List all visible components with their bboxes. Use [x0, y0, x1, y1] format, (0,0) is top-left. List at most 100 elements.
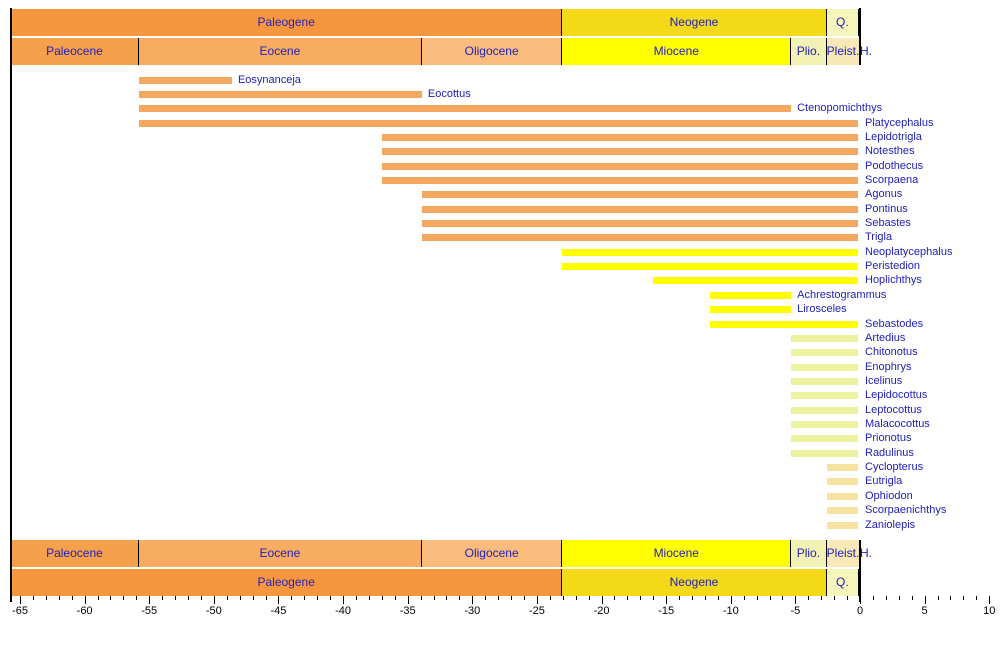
- taxon-label-platycephalus: Platycephalus: [865, 116, 934, 129]
- taxon-label-trigla: Trigla: [865, 231, 893, 244]
- taxon-label-eocottus: Eocottus: [427, 87, 471, 100]
- axis-minor-tick: [291, 596, 293, 600]
- axis-minor-tick: [743, 596, 745, 600]
- epoch-bottom-cell-plio: Plio.: [791, 540, 827, 567]
- taxon-label-zaniolepis: Zaniolepis: [865, 518, 916, 531]
- period-top-cell-neogene: Neogene: [562, 9, 827, 36]
- taxon-range-bar-hoplichthys: [653, 277, 858, 285]
- axis-minor-tick: [420, 596, 422, 600]
- taxon-range-bar-lepidocottus: [791, 392, 858, 400]
- axis-minor-tick: [834, 596, 836, 600]
- axis-tick-label-neg55: -55: [141, 605, 158, 617]
- axis-tick-label-0: 0: [856, 605, 864, 617]
- taxon-range-bar-zaniolepis: [826, 521, 858, 529]
- taxon-range-bar-peristedion: [562, 263, 858, 271]
- taxon-label-eosynanceja: Eosynanceja: [237, 73, 301, 86]
- taxon-label-radulinus: Radulinus: [865, 446, 914, 459]
- axis-major-tick: [472, 596, 474, 604]
- taxon-label-leptocottus: Leptocottus: [865, 403, 922, 416]
- axis-minor-tick: [769, 596, 771, 600]
- epoch-top-cell-oligocene: Oligocene: [421, 38, 563, 65]
- axis-minor-tick: [485, 596, 487, 600]
- axis-tick-label-neg50: -50: [205, 605, 222, 617]
- period-bottom-cell-neogene: Neogene: [562, 569, 827, 596]
- taxon-label-eutrigla: Eutrigla: [865, 475, 903, 488]
- axis-tick-label-neg35: -35: [399, 605, 416, 617]
- axis-minor-tick: [433, 596, 435, 600]
- axis-minor-tick: [356, 596, 357, 600]
- axis-minor-tick: [381, 596, 383, 600]
- taxon-label-ophiodon: Ophiodon: [865, 489, 913, 502]
- axis-tick-label-neg65: -65: [12, 605, 28, 617]
- axis-minor-tick: [614, 596, 616, 600]
- taxon-range-bar-ctenopomichthys: [138, 105, 792, 113]
- taxon-range-bar-chitonotus: [791, 349, 858, 357]
- axis-tick-label-neg45: -45: [270, 605, 287, 617]
- axis-minor-tick: [265, 596, 267, 600]
- axis-minor-tick: [511, 596, 513, 600]
- axis-minor-tick: [123, 596, 125, 600]
- epoch-top-cell-plio: Plio.: [791, 38, 827, 65]
- axis-minor-tick: [110, 596, 112, 600]
- axis-minor-tick: [317, 596, 319, 600]
- axis-minor-tick: [304, 596, 306, 600]
- axis-major-tick: [536, 596, 538, 604]
- axis-tick-label-10: 10: [983, 605, 996, 617]
- axis-major-tick: [924, 596, 926, 604]
- taxon-label-cyclopterus: Cyclopterus: [865, 461, 924, 474]
- axis-minor-tick: [885, 596, 887, 600]
- axis-minor-tick: [330, 596, 332, 600]
- taxon-range-bar-scorpaenichthys: [826, 507, 858, 515]
- axis-major-tick: [20, 596, 21, 604]
- period-bottom-cell-paleogene: Paleogene: [11, 569, 563, 596]
- present-day-line-bottom: [859, 540, 861, 602]
- taxon-range-bar-prionotus: [791, 435, 858, 443]
- taxon-label-malacocottus: Malacocottus: [865, 418, 930, 431]
- taxon-range-bar-pontinus: [421, 205, 858, 213]
- chart-left-border-line: [10, 8, 12, 602]
- axis-minor-tick: [446, 596, 448, 600]
- axis-minor-tick: [627, 596, 629, 600]
- taxon-range-bar-agonus: [421, 191, 858, 199]
- axis-minor-tick: [717, 596, 719, 600]
- axis-tick-label-neg40: -40: [335, 605, 352, 617]
- epoch-bottom-cell-miocene: Miocene: [562, 540, 792, 567]
- axis-major-tick: [343, 596, 345, 604]
- epoch-bottom-cell-eocene: Eocene: [138, 540, 422, 567]
- taxon-label-artedius: Artedius: [865, 331, 906, 344]
- axis-minor-tick: [704, 596, 706, 600]
- axis-minor-tick: [640, 596, 642, 600]
- taxon-label-hoplichthys: Hoplichthys: [865, 274, 922, 287]
- taxon-label-icelinus: Icelinus: [865, 374, 903, 387]
- taxon-range-bar-leptocottus: [791, 406, 858, 414]
- taxon-label-sebastodes: Sebastodes: [865, 317, 924, 330]
- taxon-range-bar-notesthes: [381, 148, 858, 156]
- axis-minor-tick: [45, 596, 47, 600]
- axis-tick-label-neg5: -5: [790, 605, 801, 617]
- axis-minor-tick: [200, 596, 202, 600]
- taxon-range-bar-achrestogrammus: [710, 291, 792, 299]
- axis-major-tick: [149, 596, 151, 604]
- epoch-top-label-h: H.: [860, 44, 872, 58]
- taxon-range-bar-sebastodes: [710, 320, 858, 328]
- axis-minor-tick: [847, 596, 849, 600]
- axis-minor-tick: [872, 596, 874, 600]
- axis-major-tick: [407, 596, 409, 604]
- axis-tick-label-neg60: -60: [76, 605, 93, 617]
- axis-minor-tick: [808, 596, 810, 600]
- axis-minor-tick: [188, 596, 189, 600]
- axis-minor-tick: [32, 596, 34, 600]
- taxon-label-achrestogrammus: Achrestogrammus: [797, 288, 887, 301]
- taxon-range-bar-lirosceles: [710, 306, 792, 314]
- axis-minor-tick: [368, 596, 370, 600]
- axis-minor-tick: [175, 596, 177, 600]
- taxon-range-bar-enophrys: [791, 363, 858, 371]
- taxon-range-bar-sebastes: [421, 220, 858, 228]
- axis-minor-tick: [562, 596, 564, 600]
- axis-major-tick: [601, 596, 603, 604]
- taxon-label-ctenopomichthys: Ctenopomichthys: [797, 102, 883, 115]
- axis-minor-tick: [498, 596, 500, 600]
- taxon-range-bar-podothecus: [381, 162, 858, 170]
- axis-tick-label-neg10: -10: [722, 605, 739, 617]
